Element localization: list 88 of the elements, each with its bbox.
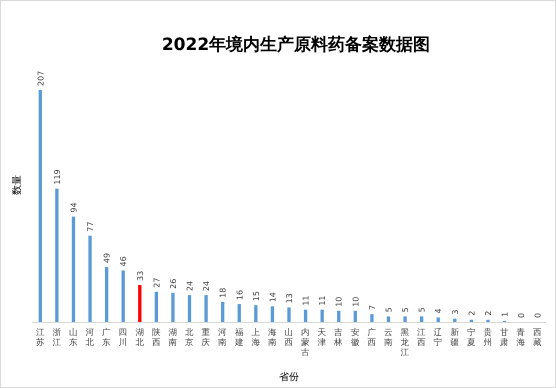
x-axis-title: 省份 <box>279 371 299 383</box>
data-label: 49 <box>102 252 112 264</box>
x-tick-label: 江苏 <box>36 327 45 348</box>
bar <box>104 267 108 322</box>
data-label: 26 <box>168 278 178 289</box>
data-label: 11 <box>302 295 311 306</box>
data-label: 11 <box>318 295 328 306</box>
x-tick-label: 福建 <box>234 327 244 348</box>
x-tick-label: 辽宁 <box>434 327 443 348</box>
data-label: 1 <box>500 312 510 317</box>
x-tick-label: 湖南 <box>168 327 178 348</box>
bar <box>55 188 59 322</box>
bar <box>154 292 158 322</box>
x-tick-label: 西藏 <box>533 328 542 348</box>
x-tick-label: 广西 <box>367 327 376 348</box>
bar <box>38 90 42 322</box>
bar <box>221 302 224 322</box>
x-tick-label: 宁夏 <box>466 327 476 348</box>
x-tick-label: 贵州 <box>483 327 492 348</box>
data-label: 24 <box>186 280 195 292</box>
x-tick-label: 江西 <box>417 327 426 348</box>
bar <box>436 318 440 322</box>
data-label: 14 <box>268 292 278 302</box>
data-label: 10 <box>334 296 344 307</box>
x-tick-label: 内蒙古 <box>301 327 310 358</box>
data-label: 207 <box>36 70 46 86</box>
data-label: 77 <box>86 222 96 232</box>
data-label: 5 <box>401 307 410 312</box>
data-label: 5 <box>418 307 427 312</box>
bar <box>238 304 241 322</box>
bar <box>122 270 125 322</box>
bar <box>287 307 291 322</box>
data-label: 16 <box>235 290 244 300</box>
data-label: 18 <box>218 288 228 298</box>
chart-title: 2022年境内生产原料药备案数据图 <box>162 34 430 55</box>
x-tick-label: 北京 <box>185 327 194 348</box>
data-label: 27 <box>152 278 162 288</box>
bar <box>204 295 208 322</box>
data-label: 15 <box>252 291 261 302</box>
bar <box>188 295 192 322</box>
x-tick-label: 山东 <box>68 327 78 348</box>
x-tick-label: 海南 <box>268 327 277 348</box>
data-label: 3 <box>450 310 460 315</box>
data-label: 2 <box>484 310 493 316</box>
x-tick-label: 河北 <box>86 327 95 348</box>
x-tick-label: 安徽 <box>350 327 360 348</box>
x-tick-label: 湖北 <box>135 327 144 348</box>
bar <box>171 292 175 322</box>
data-label: 46 <box>119 256 128 266</box>
x-tick-label: 浙江 <box>52 327 62 348</box>
bar <box>72 216 76 322</box>
data-label: 94 <box>69 202 78 213</box>
x-tick-label: 青海 <box>516 327 526 348</box>
bar <box>420 316 424 322</box>
x-tick-label: 甘肃 <box>500 327 510 348</box>
x-tick-label: 四川 <box>118 328 128 348</box>
x-tick-label: 黑龙江 <box>400 327 410 358</box>
bar <box>453 318 456 322</box>
x-tick-label: 吉林 <box>333 327 344 348</box>
x-tick-label: 天津 <box>318 327 327 348</box>
bar <box>370 314 374 322</box>
x-tick-label: 新疆 <box>450 327 460 348</box>
bar <box>138 285 142 322</box>
data-label: 13 <box>285 293 294 304</box>
data-label: 24 <box>202 280 212 292</box>
bar <box>320 310 324 322</box>
x-tick-label: 重庆 <box>202 327 211 348</box>
bar <box>354 310 357 322</box>
x-tick-label: 广东 <box>102 327 112 348</box>
data-label: 0 <box>534 312 543 318</box>
data-label: 4 <box>434 308 444 314</box>
data-label: 2 <box>467 310 476 316</box>
x-tick-label: 上海 <box>251 327 260 348</box>
data-label: 33 <box>136 270 145 282</box>
data-label: 7 <box>368 305 377 310</box>
bar <box>337 310 340 322</box>
data-label: 119 <box>52 169 62 185</box>
data-label: 10 <box>351 296 360 307</box>
bar <box>88 236 92 322</box>
bar <box>304 310 308 322</box>
data-label: 0 <box>517 312 526 318</box>
x-tick-label: 河南 <box>218 327 228 348</box>
y-axis-title: 数量 <box>12 175 23 195</box>
x-tick-label: 山西 <box>284 327 294 348</box>
x-tick-label: 云南 <box>384 328 393 348</box>
x-tick-label: 陕西 <box>152 327 161 348</box>
bar <box>254 305 258 322</box>
data-label: 5 <box>384 307 394 312</box>
